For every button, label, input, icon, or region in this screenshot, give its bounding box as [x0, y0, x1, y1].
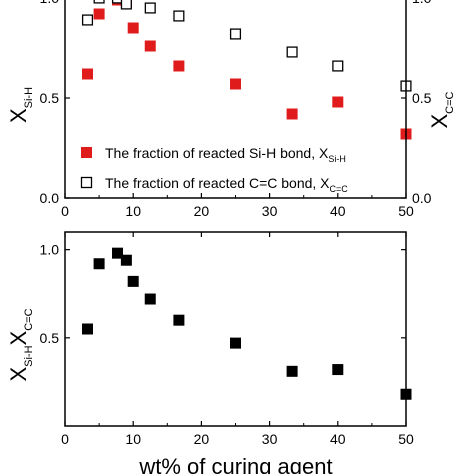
- top-y2-axis-title: XC=C: [427, 91, 456, 128]
- x-tick-label: 10: [125, 431, 141, 447]
- x-tick-label: 20: [194, 203, 210, 219]
- top-series-0-point: [82, 68, 94, 80]
- y-tick-label: 0.5: [40, 330, 60, 346]
- top-series-1-point: [229, 28, 242, 40]
- y-tick-label: 1.0: [40, 0, 60, 6]
- x-tick-label: 10: [125, 203, 141, 219]
- bottom-series-0-point: [127, 275, 139, 287]
- top-series-1-point: [120, 0, 132, 10]
- legend-entry-si-h: The fraction of reacted Si-H bond, XSi-H: [105, 145, 346, 164]
- bottom-series-0-point: [286, 365, 298, 377]
- y-tick-label: 0.5: [40, 90, 60, 106]
- top-series-0-point: [286, 108, 298, 120]
- bottom-series-0-point: [120, 254, 132, 266]
- bottom-series-0-point: [332, 364, 344, 376]
- top-series-0-point: [93, 8, 105, 20]
- top-data-markers: [81, 0, 412, 140]
- top-series-1-point: [173, 10, 185, 22]
- bottom-series-0-point: [82, 323, 94, 335]
- top-series-0-point: [127, 22, 139, 34]
- bottom-series-0-point: [112, 247, 124, 259]
- top-series-1-point: [286, 46, 298, 58]
- bottom-tick-marks: [64, 232, 407, 426]
- top-series-1-point: [93, 0, 105, 4]
- bottom-plot-frame: [64, 231, 407, 427]
- y2-tick-label: 0.5: [412, 90, 432, 106]
- bottom-chart-panel: 0 10 20 30 40 50 0.5 1.0 XSi-HXC=C wt% of curin…: [6, 231, 414, 474]
- bottom-y-axis-title: XSi-HXC=C: [6, 308, 35, 381]
- x-tick-label: 30: [262, 203, 278, 219]
- bottom-x-axis-title: wt% of curing agent: [138, 454, 332, 474]
- top-series-0-point: [230, 78, 241, 90]
- legend-marker-si-h: [81, 147, 92, 158]
- top-series-1-point: [111, 0, 124, 4]
- top-plot-frame: [64, 0, 407, 199]
- bottom-series-0-point: [173, 314, 185, 326]
- x-tick-label: 50: [398, 203, 414, 219]
- top-series-0-point: [173, 60, 185, 72]
- x-tick-label: 0: [61, 203, 69, 219]
- x-tick-label: 40: [330, 203, 346, 219]
- bottom-series-0-point: [93, 258, 105, 270]
- y2-tick-label: 0.0: [412, 190, 432, 206]
- x-tick-label: 0: [61, 431, 69, 447]
- legend-marker-c-c: [80, 176, 93, 189]
- bottom-series-0-point: [230, 337, 241, 349]
- top-series-1-point: [144, 2, 156, 14]
- legend-entry-c-c: The fraction of reacted C=C bond, XC=C: [105, 175, 348, 194]
- x-tick-label: 40: [330, 431, 346, 447]
- y-tick-label: 1.0: [40, 242, 60, 258]
- top-series-0-point: [144, 40, 156, 52]
- top-y-axis-title: XSi-H: [6, 87, 35, 123]
- top-series-1-point: [332, 60, 344, 72]
- top-series-1-point: [81, 14, 94, 26]
- y-tick-label: 0.0: [40, 190, 60, 206]
- x-tick-label: 50: [398, 431, 414, 447]
- bottom-series-0-point: [144, 293, 156, 305]
- y2-tick-label: 1.0: [412, 0, 432, 6]
- top-series-0-point: [332, 96, 344, 108]
- top-legend: The fraction of reacted Si-H bond, XSi-H…: [80, 145, 348, 194]
- bottom-tick-labels: 0 10 20 30 40 50 0.5 1.0: [40, 242, 414, 447]
- bottom-data-markers: [82, 247, 412, 400]
- x-tick-label: 20: [194, 431, 210, 447]
- x-tick-label: 30: [262, 431, 278, 447]
